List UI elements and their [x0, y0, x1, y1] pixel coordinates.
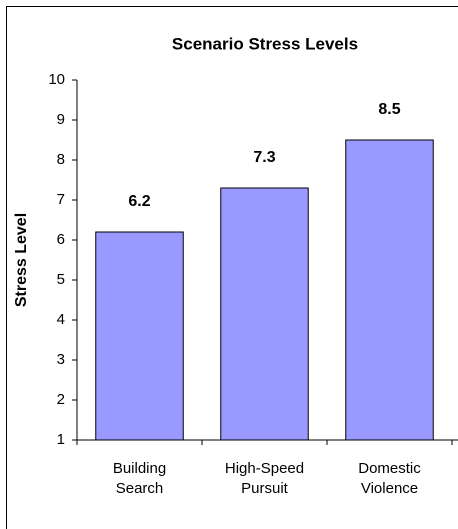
y-tick-label: 2 — [57, 391, 65, 408]
data-label: 7.3 — [253, 149, 275, 166]
x-tick-label: High-Speed Pursuit — [224, 460, 305, 497]
y-tick-label: 10 — [48, 71, 65, 88]
bar — [95, 231, 184, 441]
data-label: 8.5 — [378, 101, 400, 118]
y-tick-label: 5 — [57, 271, 65, 288]
y-axis-label: Stress Level — [13, 213, 30, 307]
x-tick-label: Domestic Violence — [358, 460, 421, 497]
data-label: 6.2 — [128, 193, 150, 210]
y-tick-label: 7 — [57, 191, 65, 208]
x-tick-label: Building Search — [112, 460, 167, 497]
chart-title: Scenario Stress Levels — [172, 34, 358, 53]
y-tick-label: 9 — [57, 111, 65, 128]
bar — [220, 187, 309, 441]
y-tick-label: 6 — [57, 231, 65, 248]
bar — [345, 139, 434, 441]
y-tick-label: 3 — [57, 351, 65, 368]
y-tick-label: 1 — [57, 431, 65, 448]
y-tick-label: 4 — [57, 311, 65, 328]
y-tick-label: 8 — [57, 151, 65, 168]
